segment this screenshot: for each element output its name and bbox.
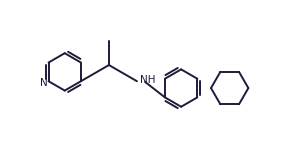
Text: N: N (40, 78, 48, 88)
Text: NH: NH (140, 75, 155, 85)
